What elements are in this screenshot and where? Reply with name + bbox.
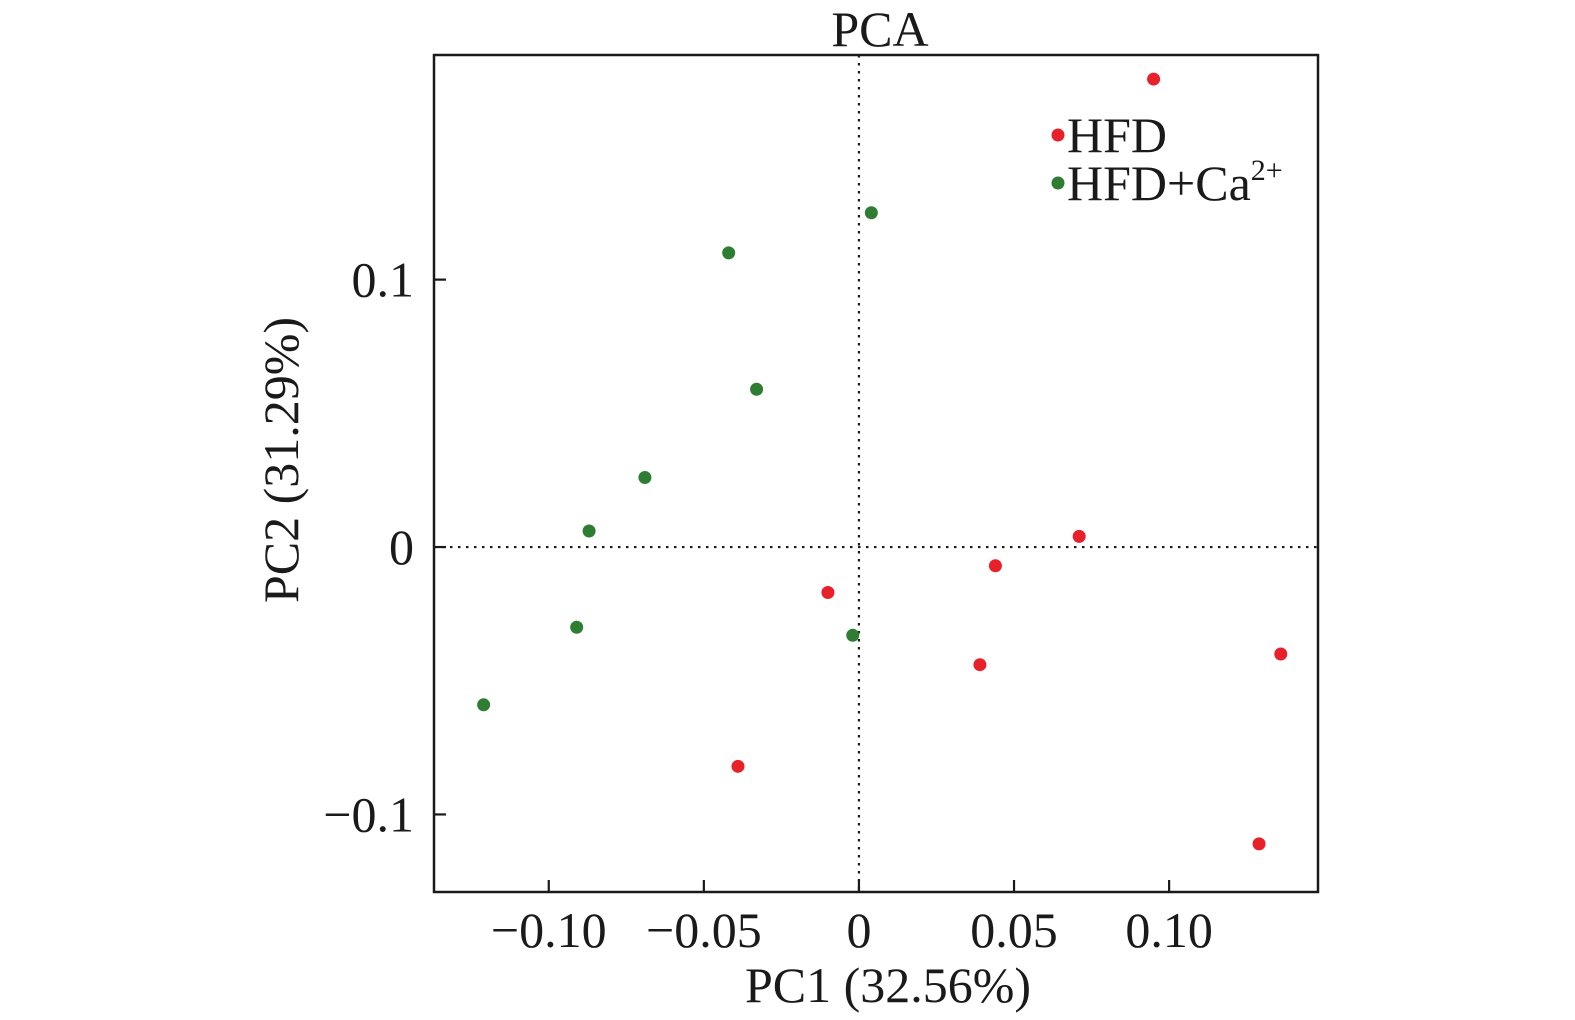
data-point-hfd-ca [750, 382, 764, 396]
x-tick-label: 0.05 [970, 902, 1058, 958]
legend-label: HFD [1067, 107, 1167, 163]
data-point-hfd [1252, 837, 1266, 851]
data-point-hfd-ca [864, 206, 878, 220]
legend-label: HFD+Ca2+ [1067, 154, 1283, 211]
data-point-hfd-ca [477, 698, 491, 712]
x-tick-label: 0.10 [1125, 902, 1213, 958]
data-point-hfd-ca [570, 620, 584, 634]
legend-marker [1051, 128, 1065, 142]
x-tick-label: −0.10 [491, 902, 607, 958]
data-point-hfd-ca [638, 471, 652, 485]
data-point-hfd [988, 559, 1002, 573]
y-tick-label: 0 [389, 519, 414, 575]
data-point-hfd [1147, 72, 1161, 86]
data-point-hfd [1274, 647, 1288, 661]
x-tick-label: −0.05 [646, 902, 762, 958]
x-tick-label: 0 [846, 902, 871, 958]
data-point-hfd-ca [722, 246, 736, 260]
data-point-hfd [821, 585, 835, 599]
data-point-hfd-ca [846, 628, 860, 642]
y-axis-label: PC2 (31.29%) [253, 317, 309, 603]
data-point-hfd [1072, 529, 1086, 543]
legend-superscript: 2+ [1251, 154, 1283, 187]
y-tick-label: −0.1 [323, 786, 414, 842]
legend-marker [1051, 176, 1065, 190]
y-tick-label: 0.1 [352, 252, 415, 308]
plot-area: −0.10 −0.05 0 0.05 0.100.10−0.1 [323, 55, 1318, 958]
plot-frame [432, 53, 1320, 894]
data-point-hfd [731, 759, 745, 773]
chart-title: PCA [831, 1, 928, 57]
x-axis-label: PC1 (32.56%) [745, 957, 1031, 1013]
data-point-hfd-ca [582, 524, 596, 538]
data-point-hfd [973, 658, 987, 672]
